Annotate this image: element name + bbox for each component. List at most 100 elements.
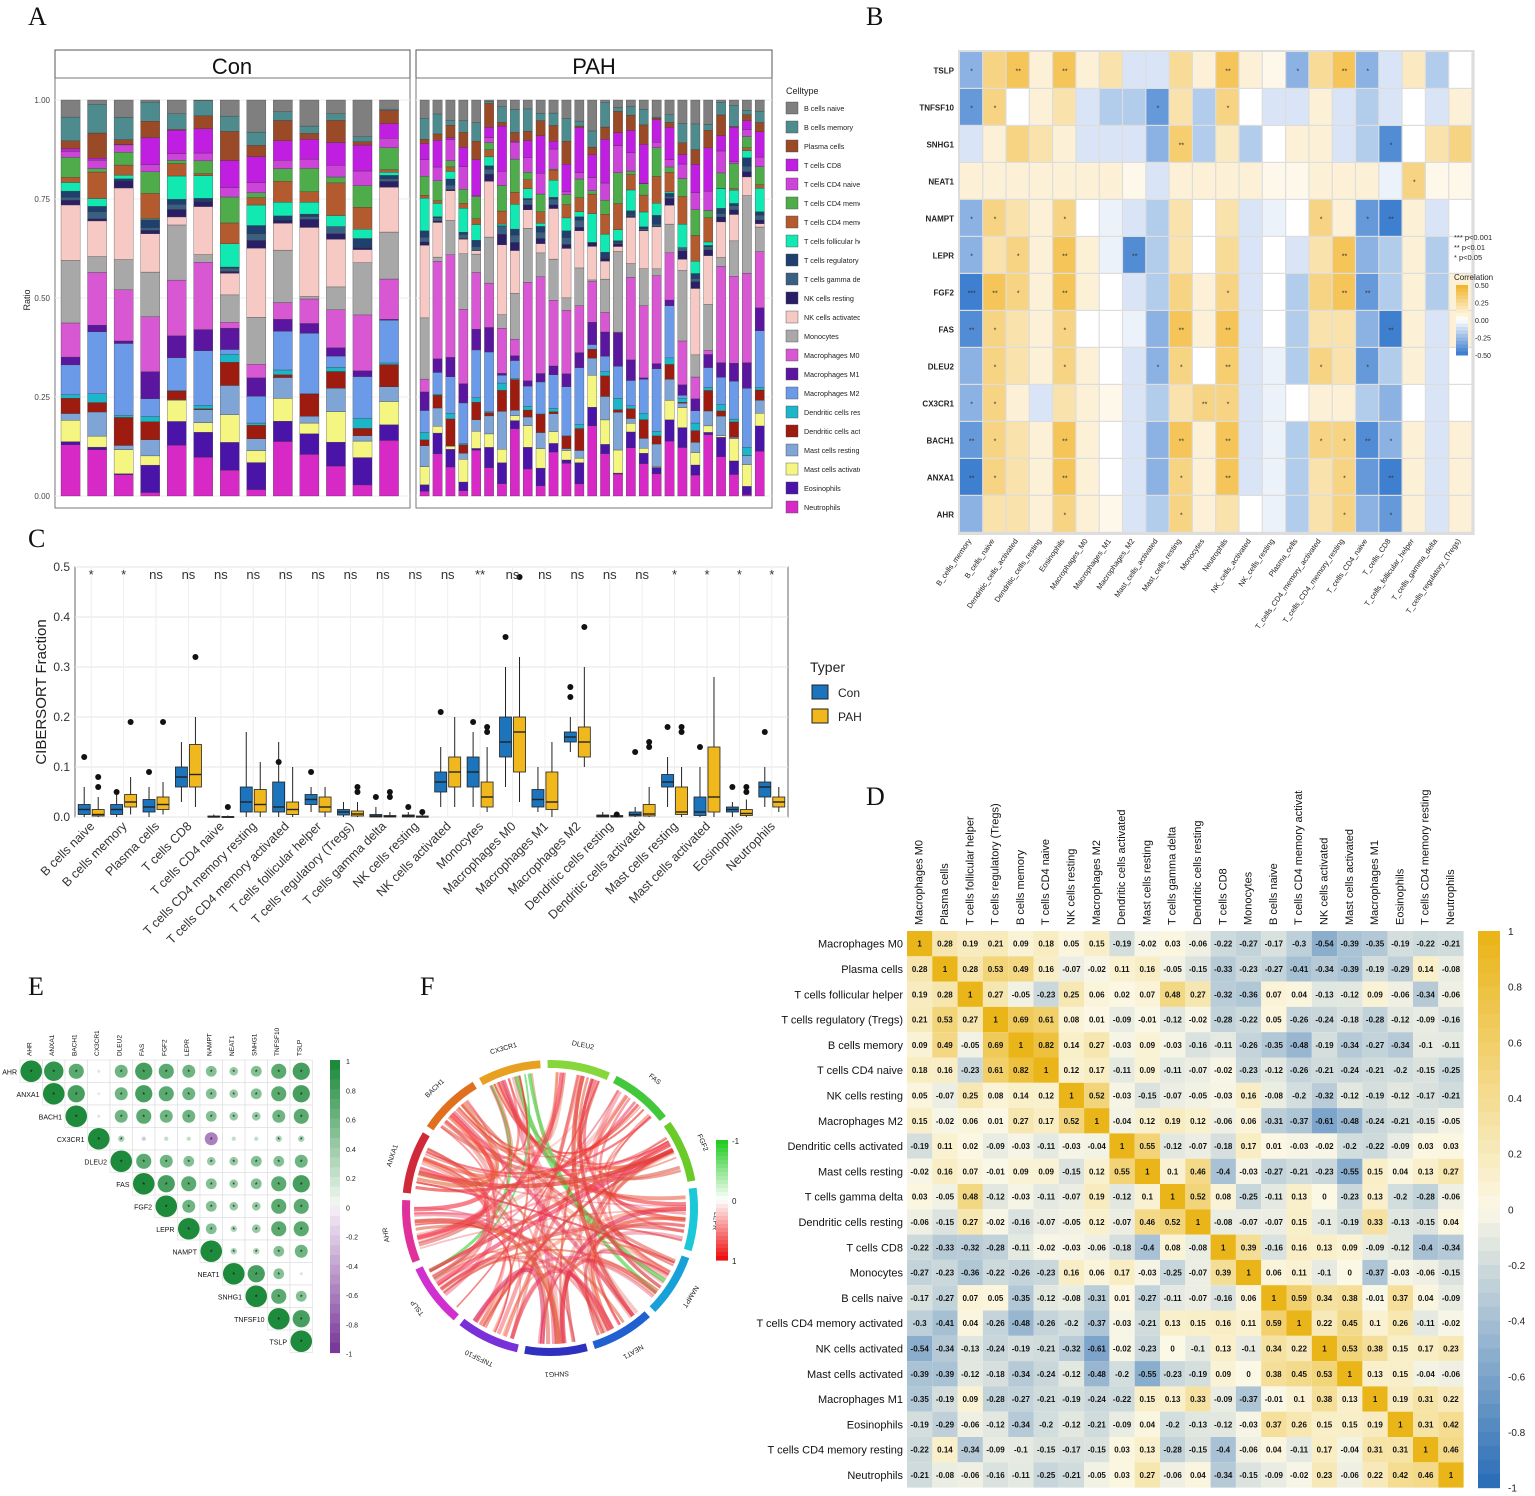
corr-value: -0.06 bbox=[1164, 1471, 1183, 1480]
bar-segment-mast-cells-resting bbox=[600, 396, 610, 421]
col-label-macrophages-m0: Macrophages M0 bbox=[914, 840, 926, 925]
significance-label: * bbox=[89, 567, 94, 582]
corr-cell bbox=[932, 1259, 958, 1286]
corr-cell bbox=[907, 1259, 933, 1286]
colorbar-tick: 1 bbox=[346, 1059, 350, 1066]
chord-link bbox=[442, 1259, 557, 1344]
bar-segment-b-cells-memory bbox=[638, 108, 649, 126]
corr-cell bbox=[1438, 1335, 1464, 1362]
corr-value: 0.15 bbox=[1089, 940, 1105, 949]
bar-segment-macrophages-m1 bbox=[220, 327, 240, 350]
bar-segment-mast-cells-activated bbox=[574, 457, 585, 463]
bar-segment-nk-cells-resting bbox=[352, 247, 373, 250]
chord-link bbox=[561, 1258, 658, 1344]
corr-value: -0.32 bbox=[961, 1243, 980, 1252]
bar-segment-dendritic-cells-resting bbox=[87, 393, 107, 403]
bar-segment-b-cells-memory bbox=[613, 106, 623, 112]
bar-segment-mast-cells-resting bbox=[613, 412, 623, 451]
corr-cell bbox=[1311, 1006, 1338, 1033]
colorbar-step bbox=[716, 1208, 728, 1213]
corr-cell bbox=[1413, 1335, 1439, 1362]
heat-cell bbox=[1123, 422, 1146, 458]
chord-link bbox=[439, 1220, 686, 1290]
corr-value: 0.16 bbox=[937, 1167, 953, 1176]
corr-value: -0.22 bbox=[1113, 1395, 1132, 1404]
diag-label-nampt: NAMPT bbox=[173, 1249, 198, 1256]
corr-value: 0.27 bbox=[1013, 1117, 1029, 1126]
bar-segment-dendritic-cells-resting bbox=[471, 397, 481, 403]
bar-segment-mast-cells-activated bbox=[60, 420, 81, 442]
corr-value: -0.06 bbox=[1214, 1117, 1233, 1126]
corr-value: 0.52 bbox=[1089, 1091, 1105, 1100]
bar-segment-t-cells-cd4-naive bbox=[548, 148, 559, 170]
bar-segment-b-cells-naive bbox=[561, 99, 572, 119]
bar-segment-neutrophils bbox=[497, 483, 507, 497]
bar-segment-macrophages-m1 bbox=[587, 322, 597, 345]
colorbar-tick: 0.2 bbox=[1508, 1150, 1522, 1161]
sig-mark: * bbox=[255, 1227, 258, 1234]
corr-value: 0.15 bbox=[1393, 1344, 1409, 1353]
bar-segment-eosinophils bbox=[484, 447, 494, 468]
bar-segment-plasma-cells bbox=[716, 114, 726, 136]
bar-segment-macrophages-m2 bbox=[742, 388, 752, 448]
heat-cell bbox=[1076, 385, 1099, 421]
bar-segment-macrophages-m2 bbox=[535, 381, 546, 415]
corr-cell bbox=[1311, 1437, 1338, 1463]
colorbar-tick: -0.8 bbox=[346, 1322, 358, 1329]
corr-cell bbox=[1134, 1386, 1160, 1412]
corr-cell bbox=[1210, 1234, 1236, 1260]
heat-cell bbox=[1379, 459, 1402, 495]
chord-link bbox=[443, 1085, 514, 1159]
bar-segment-nk-cells-activated bbox=[535, 243, 546, 254]
heat-cell bbox=[1099, 237, 1122, 273]
corr-cell bbox=[1185, 1158, 1211, 1184]
bar-segment-b-cells-memory bbox=[600, 102, 610, 128]
bar-segment-t-cells-cd4-memory-resting bbox=[273, 168, 293, 182]
bar-segment-t-cells-cd4-naive bbox=[113, 144, 134, 153]
heat-cell bbox=[1099, 422, 1122, 458]
heat-cell bbox=[1216, 311, 1239, 347]
corr-value: 1 bbox=[1272, 1294, 1277, 1303]
heat-cell bbox=[1216, 237, 1239, 273]
corr-cell bbox=[1084, 1032, 1110, 1058]
colorbar-step bbox=[1456, 295, 1468, 300]
corr-cell bbox=[1134, 981, 1160, 1007]
corr-cell bbox=[1058, 956, 1085, 982]
heat-cell bbox=[1123, 311, 1146, 347]
outlier-point bbox=[372, 794, 379, 800]
corr-value: -0.03 bbox=[1062, 1142, 1081, 1151]
corr-value: 0.13 bbox=[1367, 1193, 1383, 1202]
corr-value: -0.01 bbox=[1265, 1395, 1284, 1404]
row-label-eosinophils: Eosinophils bbox=[847, 1419, 904, 1431]
legend-swatch-t-cells-cd8 bbox=[785, 158, 799, 172]
legend-swatch-macrophages-m0 bbox=[785, 348, 799, 362]
sig-mark: ** bbox=[1365, 291, 1371, 298]
bar-segment-t-cells-regulatory-tregs bbox=[510, 228, 520, 236]
corr-cell bbox=[1134, 1234, 1160, 1260]
corr-circle bbox=[271, 1198, 287, 1214]
bar-segment-b-cells-memory bbox=[677, 123, 688, 143]
significance-label: ns bbox=[344, 567, 358, 582]
sig-mark: * bbox=[187, 1182, 190, 1189]
corr-value: 0.16 bbox=[1140, 965, 1156, 974]
heat-cell bbox=[1169, 89, 1192, 125]
bar-segment-macrophages-m0 bbox=[626, 277, 636, 361]
colorbar-tick: 0.8 bbox=[346, 1088, 356, 1095]
corr-value: 0.14 bbox=[937, 1446, 953, 1455]
corr-value: -0.28 bbox=[1214, 1016, 1233, 1025]
corr-cell bbox=[1058, 1462, 1085, 1488]
corr-value: 0.01 bbox=[1114, 1294, 1130, 1303]
bar-segment-plasma-cells bbox=[445, 125, 456, 138]
bar-segment-mast-cells-resting bbox=[60, 413, 81, 421]
significance-label: * bbox=[672, 567, 677, 582]
corr-value: -0.12 bbox=[961, 1370, 980, 1379]
bar-segment-nk-cells-resting bbox=[626, 216, 636, 218]
bar-segment-macrophages-m2 bbox=[220, 349, 240, 355]
corr-value: -0.05 bbox=[1012, 990, 1031, 999]
row-label-b-cells-naive: B cells naive bbox=[841, 1293, 903, 1305]
corr-cell bbox=[1084, 1361, 1110, 1387]
corr-cell bbox=[1337, 1386, 1363, 1412]
sig-mark: * bbox=[75, 1114, 78, 1121]
corr-cell bbox=[1210, 1259, 1236, 1286]
bar-segment-nk-cells-activated bbox=[600, 260, 610, 280]
